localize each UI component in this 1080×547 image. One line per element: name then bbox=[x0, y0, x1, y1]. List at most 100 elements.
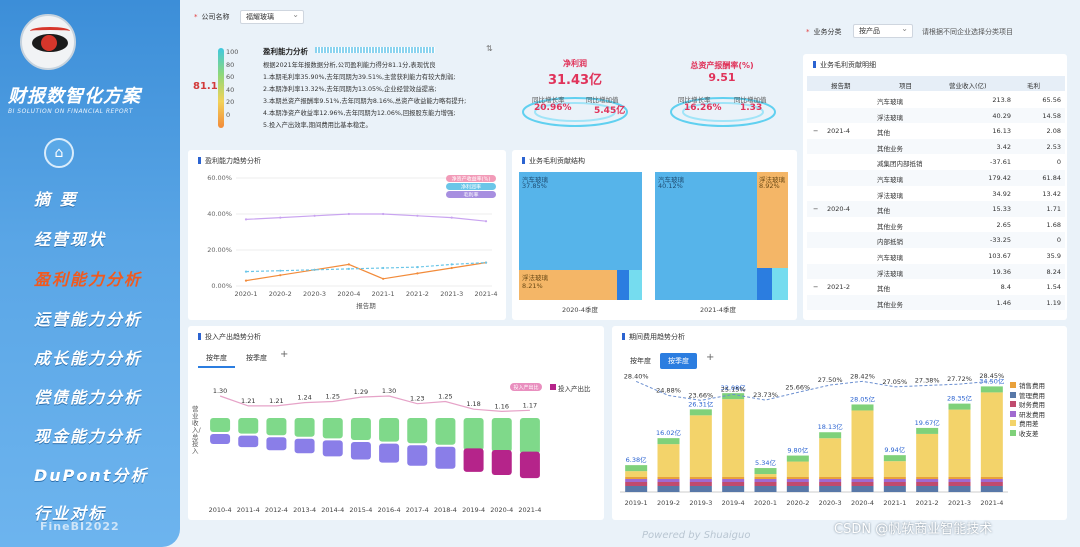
data-point bbox=[382, 213, 384, 215]
legend-item[interactable]: 收支差 bbox=[1010, 430, 1045, 440]
table-cell-gm: 61.84 bbox=[1042, 174, 1061, 182]
table-cell-rev: 3.42 bbox=[997, 143, 1011, 151]
legend-item[interactable]: 销售费用 bbox=[1010, 382, 1045, 392]
collapse-icon[interactable]: − bbox=[813, 283, 818, 291]
treemap-block-other[interactable] bbox=[757, 268, 772, 300]
y-tick-label: 60.00% bbox=[207, 174, 232, 182]
company-select[interactable]: 福耀玻璃 bbox=[240, 10, 304, 24]
table-cell-item: 减集团内部抵销 bbox=[877, 158, 923, 168]
treemap-block-other[interactable] bbox=[617, 270, 629, 300]
nav-solvency[interactable]: 偿债能力分析 bbox=[34, 384, 142, 408]
table-row[interactable]: 2021-4 其他 16.13 2.08 − bbox=[807, 123, 1065, 139]
table-row[interactable]: 汽车玻璃 179.42 61.84 bbox=[807, 170, 1065, 186]
data-label: 19.67亿 bbox=[915, 418, 941, 427]
legend-item[interactable]: 财务费用 bbox=[1010, 401, 1045, 411]
data-label: 28.35亿 bbox=[947, 394, 973, 403]
logo-iris bbox=[41, 35, 57, 51]
x-tick-label: 2019-3 bbox=[689, 499, 712, 507]
home-icon[interactable]: ⌂ bbox=[44, 138, 74, 168]
treemap-block-auto-glass[interactable] bbox=[655, 172, 757, 300]
header-period[interactable]: 报告期 bbox=[831, 80, 851, 90]
table-cell-gm: 2.08 bbox=[1047, 127, 1061, 135]
stack-segment bbox=[625, 471, 647, 477]
kpi-yoy: 20.96% bbox=[534, 103, 572, 113]
legend-item[interactable]: 研发费用 bbox=[1010, 411, 1045, 421]
bar-input bbox=[210, 434, 230, 444]
table-cell-period: 2021-4 bbox=[827, 127, 850, 135]
panel-title: 业务毛利贡献结构 bbox=[522, 156, 585, 166]
x-tick-label: 2018-4 bbox=[434, 506, 457, 514]
stack-segment bbox=[819, 479, 841, 482]
stack-segment bbox=[625, 479, 647, 482]
data-point bbox=[279, 270, 281, 272]
treemap-block-other-biz[interactable] bbox=[772, 268, 788, 300]
nav-growth[interactable]: 成长能力分析 bbox=[34, 345, 142, 369]
stack-segment bbox=[690, 415, 712, 477]
profit-line: 根据2021年年报数据分析,公司盈利能力得分81.1分,表现优良 bbox=[263, 60, 513, 72]
company-filter-label: * 公司名称 bbox=[194, 12, 230, 22]
table-row[interactable]: 2020-4 其他 15.33 1.71 − bbox=[807, 201, 1065, 217]
stack-segment bbox=[884, 479, 906, 482]
table-cell-gm: 0 bbox=[1057, 158, 1061, 166]
table-row[interactable]: 2021-2 其他 8.4 1.54 − bbox=[807, 279, 1065, 295]
nav-cash[interactable]: 现金能力分析 bbox=[34, 423, 142, 447]
bar-input bbox=[520, 452, 540, 479]
nav-operating-capability[interactable]: 运营能力分析 bbox=[34, 306, 142, 330]
table-row[interactable]: 浮法玻璃 40.29 14.58 bbox=[807, 108, 1065, 124]
data-label: 1.16 bbox=[495, 402, 509, 410]
collapse-icon[interactable]: − bbox=[813, 127, 818, 135]
table-row[interactable]: 减集团内部抵销 -37.61 0 bbox=[807, 154, 1065, 170]
table-cell-gm: 1.54 bbox=[1047, 283, 1061, 291]
business-select[interactable]: 按产品 bbox=[853, 24, 913, 38]
gauge-tick: 100 bbox=[226, 46, 238, 59]
stack-segment bbox=[949, 404, 971, 410]
profit-line: 3.本期总资产报酬率9.51%,去年同期为8.16%,总资产收益能力略有提升; bbox=[263, 96, 513, 108]
stack-segment bbox=[658, 438, 680, 444]
treemap-label: 2021-4季度 bbox=[700, 304, 736, 314]
table-row[interactable]: 内部抵销 -33.25 0 bbox=[807, 232, 1065, 248]
x-tick-label: 2019-4 bbox=[722, 499, 745, 507]
data-point bbox=[382, 278, 384, 280]
data-point bbox=[245, 271, 247, 273]
nav-summary[interactable]: 摘 要 bbox=[34, 186, 78, 210]
treemap-label: 2020-4季度 bbox=[562, 304, 598, 314]
table-row[interactable]: 其他业务 3.42 2.53 bbox=[807, 139, 1065, 155]
bar-input bbox=[407, 445, 427, 466]
profit-line: 2.本期净利率13.32%,去年同期为13.05%,企业经营效益提高; bbox=[263, 84, 513, 96]
header-revenue[interactable]: 营业收入(亿) bbox=[949, 80, 987, 90]
table-row[interactable]: 浮法玻璃 19.36 8.24 bbox=[807, 264, 1065, 280]
table-row[interactable]: 其他业务 2.65 1.68 bbox=[807, 217, 1065, 233]
stack-segment bbox=[981, 482, 1003, 486]
panel-title: 业务毛利贡献明细 bbox=[813, 60, 876, 70]
sort-icon[interactable]: ⇅ bbox=[486, 44, 493, 53]
nav-operations[interactable]: 经营现状 bbox=[34, 226, 106, 250]
nav-profitability[interactable]: 盈利能力分析 bbox=[34, 266, 142, 290]
table-row[interactable]: 其他业务 1.46 1.19 bbox=[807, 295, 1065, 311]
treemap-block-other-biz[interactable] bbox=[629, 270, 642, 300]
collapse-icon[interactable]: − bbox=[813, 205, 818, 213]
data-point bbox=[313, 269, 315, 271]
nav-dupont[interactable]: DuPont分析 bbox=[34, 462, 148, 486]
block-label: 浮法玻璃 bbox=[522, 272, 548, 282]
x-axis-label: 报告期 bbox=[356, 301, 376, 310]
legend-item[interactable]: 管理费用 bbox=[1010, 392, 1045, 402]
block-value: 8.92% bbox=[759, 182, 780, 190]
table-body: 汽车玻璃 213.8 65.56 浮法玻璃 40.29 14.58 2021-4 其他 16.1… bbox=[807, 92, 1065, 314]
legend-swatch bbox=[1010, 420, 1016, 426]
x-tick-label: 2011-4 bbox=[237, 506, 260, 514]
legend-label: 研发费用 bbox=[1019, 411, 1045, 419]
legend-label: 管理费用 bbox=[1019, 392, 1045, 400]
header-item[interactable]: 项目 bbox=[899, 80, 912, 90]
table-row[interactable]: 浮法玻璃 34.92 13.42 bbox=[807, 186, 1065, 202]
bar-revenue bbox=[351, 418, 371, 440]
stack-segment bbox=[981, 486, 1003, 492]
header-gm[interactable]: 毛利 bbox=[1027, 80, 1040, 90]
stack-segment bbox=[852, 479, 874, 482]
data-label: 1.29 bbox=[354, 388, 368, 396]
table-row[interactable]: 汽车玻璃 103.67 35.9 bbox=[807, 248, 1065, 264]
stack-segment bbox=[755, 479, 777, 482]
table-row[interactable]: 汽车玻璃 213.8 65.56 bbox=[807, 92, 1065, 108]
gauge-tick: 60 bbox=[226, 71, 238, 84]
legend-item[interactable]: 费用差 bbox=[1010, 420, 1045, 430]
rate-label: 28.40% bbox=[624, 372, 649, 380]
